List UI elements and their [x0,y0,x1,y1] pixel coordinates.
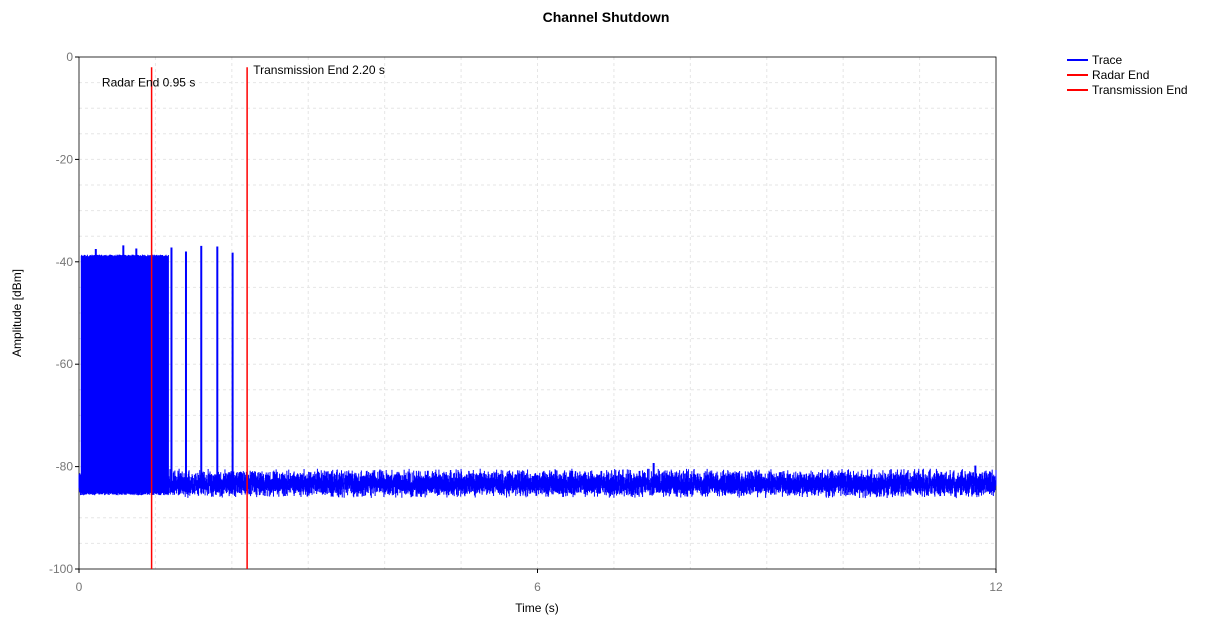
y-axis-label: Amplitude [dBm] [10,269,24,357]
legend-transmission-end-label: Transmission End [1092,83,1188,97]
y-axis-ticks: 0 -20 -40 -60 -80 -100 [49,50,79,576]
x-tick-label: 0 [76,580,83,594]
x-tick-label: 6 [534,580,541,594]
y-tick-label: -60 [56,357,74,371]
y-tick-label: -80 [56,460,74,474]
legend-trace-label: Trace [1092,53,1123,67]
trace-line [78,254,997,499]
x-tick-label: 12 [989,580,1003,594]
y-tick-label: 0 [66,50,73,64]
y-tick-label: -20 [56,152,74,166]
x-axis-ticks: 0 6 12 [76,569,1003,594]
legend: Trace Radar End Transmission End [1067,53,1188,97]
x-axis-label: Time (s) [515,601,559,615]
transmission-end-annotation: Transmission End 2.20 s [253,63,385,77]
radar-end-annotation: Radar End 0.95 s [102,76,195,90]
y-tick-label: -100 [49,562,73,576]
y-tick-label: -40 [56,255,74,269]
chart-title: Channel Shutdown [543,9,670,25]
legend-radar-end-label: Radar End [1092,68,1149,82]
series-trace [78,245,997,499]
